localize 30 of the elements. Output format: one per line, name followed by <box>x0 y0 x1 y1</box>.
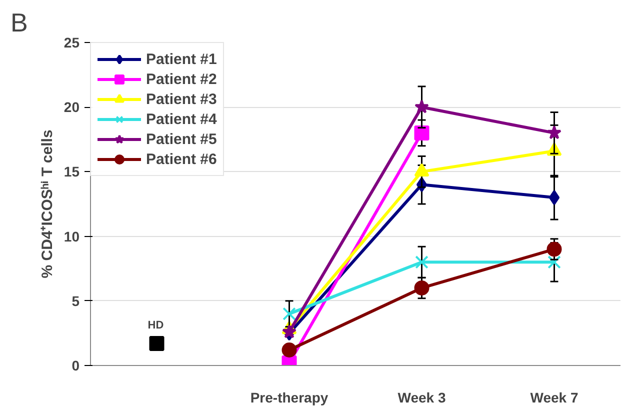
y-axis-title: % CD4⁺ICOSʰⁱ T cells <box>38 130 56 278</box>
y-tick-label: 20 <box>64 99 80 116</box>
point <box>149 336 164 352</box>
point <box>282 324 296 338</box>
y-tick-label: 5 <box>72 292 80 309</box>
legend-label: Patient #2 <box>146 70 217 89</box>
legend-label: Patient #4 <box>146 110 217 129</box>
x-tick-label: Week 7 <box>530 390 578 406</box>
point <box>546 242 562 257</box>
y-tick-label: 25 <box>64 34 80 50</box>
y-tick-label: 10 <box>64 228 80 244</box>
point <box>414 280 430 296</box>
series-label: HD <box>148 320 164 332</box>
point <box>282 307 296 320</box>
legend-label: Patient #3 <box>146 90 217 109</box>
y-tick-label: 15 <box>64 164 80 180</box>
point <box>547 125 562 140</box>
point <box>548 255 561 269</box>
point <box>415 255 428 269</box>
y-tick-label: 0 <box>72 358 80 374</box>
legend-label: Patient #1 <box>146 50 217 69</box>
point <box>282 342 297 358</box>
point <box>414 100 429 114</box>
point <box>414 125 430 140</box>
point <box>548 190 560 206</box>
x-tick-label: Pre-therapy <box>250 390 328 406</box>
x-tick-label: Week 3 <box>398 390 446 406</box>
legend-label: Patient #6 <box>146 150 217 169</box>
text: B <box>10 8 28 38</box>
legend-label: Patient #5 <box>146 130 217 149</box>
